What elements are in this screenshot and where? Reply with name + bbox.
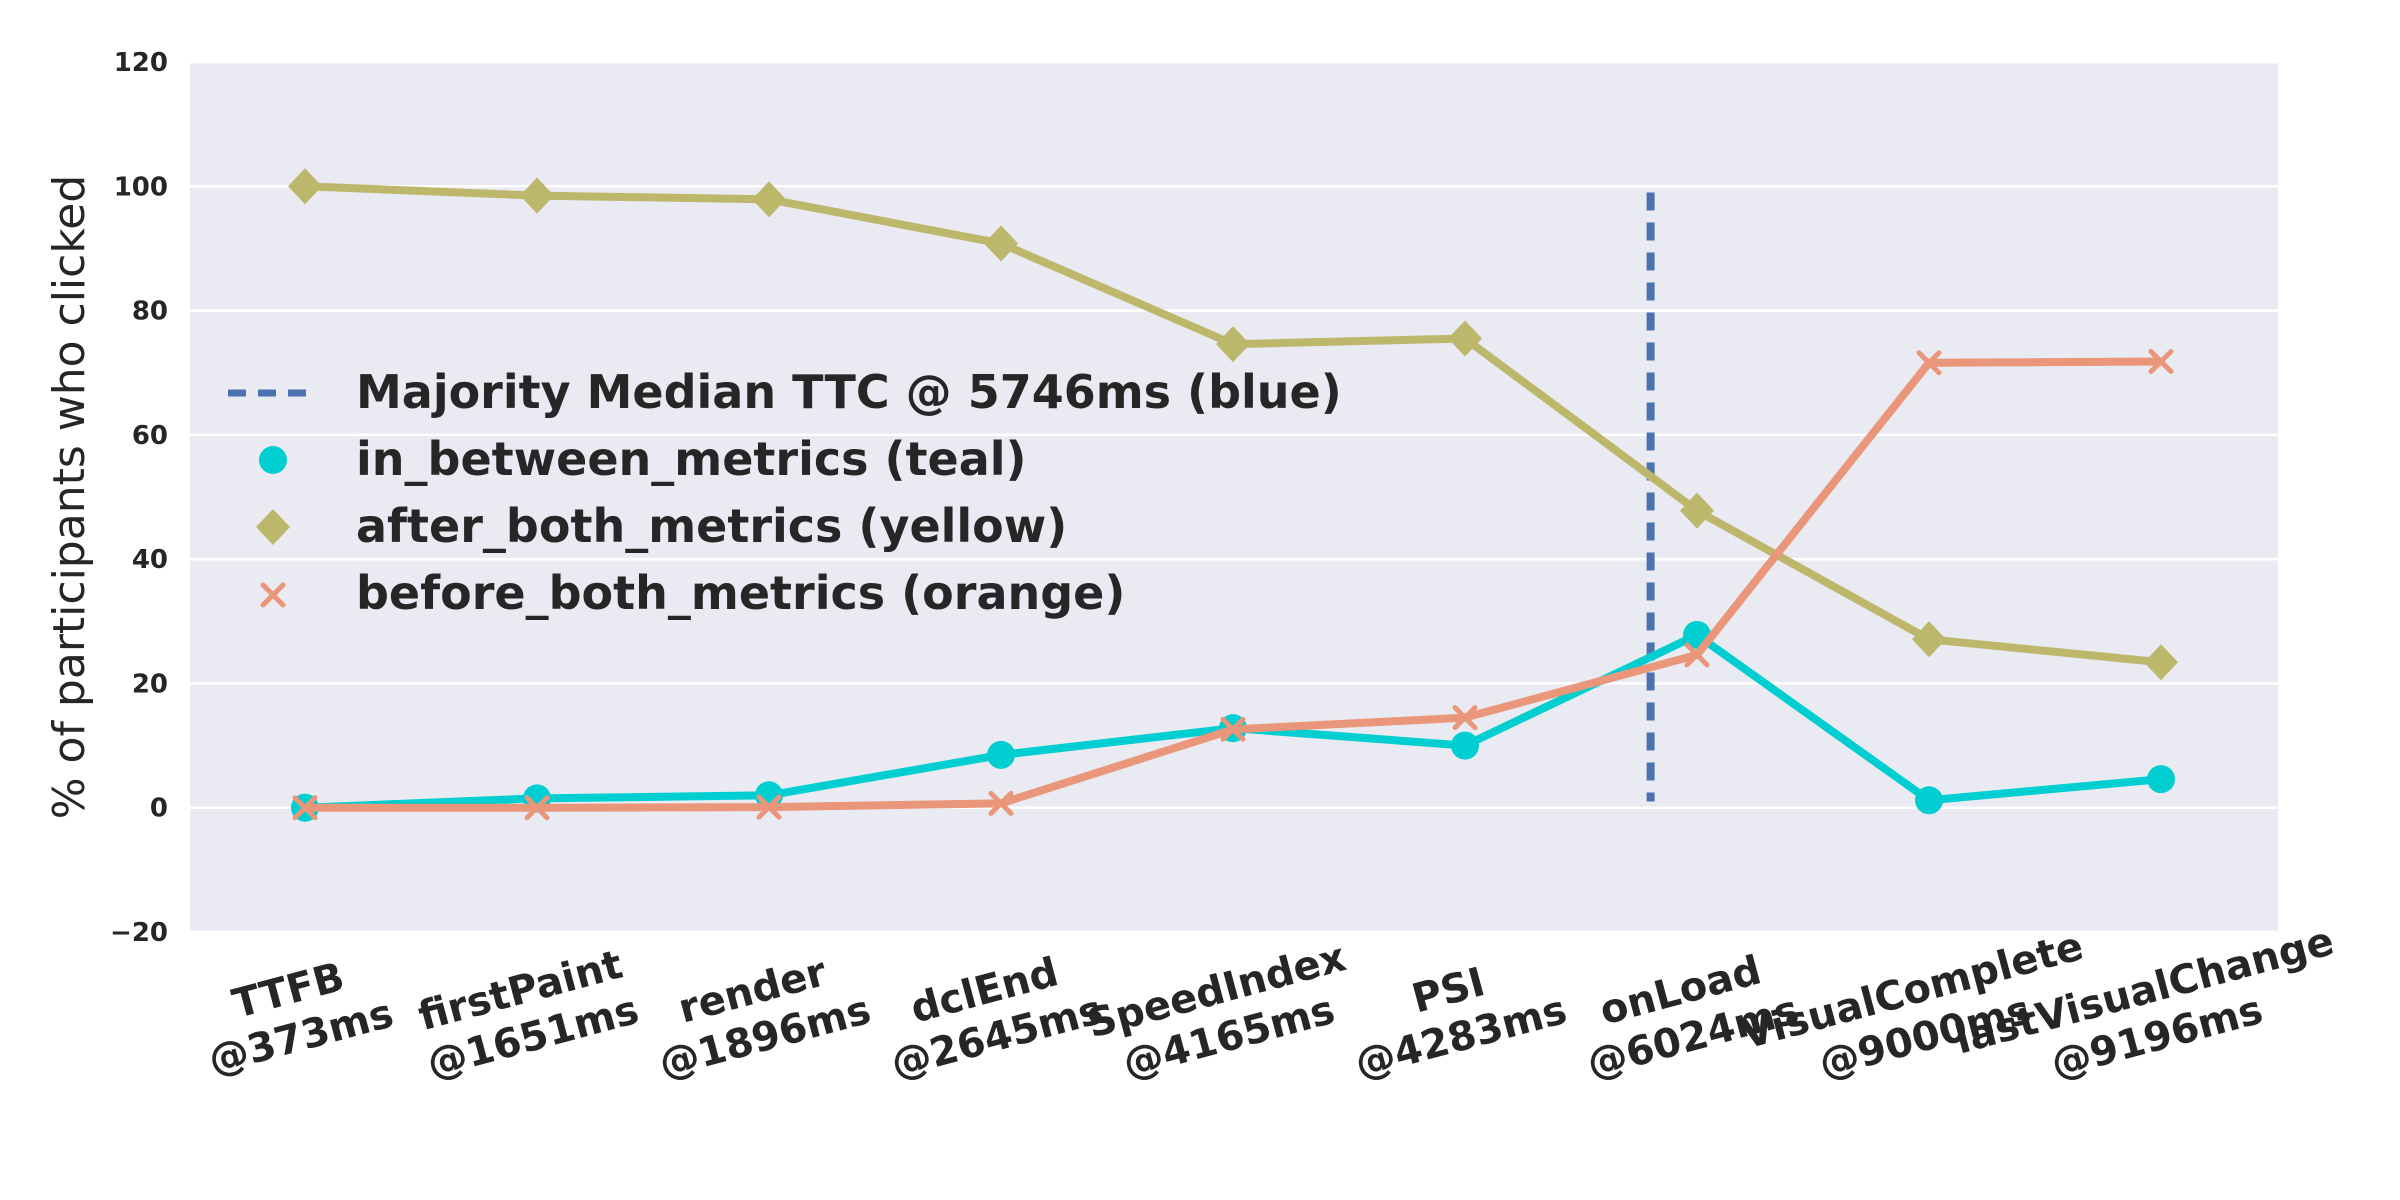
y-tick-label: 60 (132, 421, 168, 451)
data-point (1912, 621, 1946, 658)
y-tick-label: −20 (110, 918, 168, 948)
data-point (292, 795, 318, 821)
data-point (2147, 765, 2175, 794)
data-point (288, 168, 322, 205)
series-group (288, 168, 2178, 822)
x-tick-label: SpeedIndex@4165ms (1082, 934, 1350, 1087)
x-tick-label: TTFB@373ms (204, 954, 398, 1084)
series-1 (288, 168, 2178, 681)
legend-marker-in-between (259, 446, 287, 474)
data-point (752, 181, 786, 218)
legend-marker-after-both (256, 509, 290, 545)
data-point (987, 740, 1015, 769)
data-point (1916, 350, 1942, 376)
legend-label-after-both: after_both_metrics (yellow) (356, 499, 1067, 553)
data-point (1684, 642, 1710, 668)
data-point (756, 794, 782, 820)
data-point (1216, 326, 1250, 363)
y-tick-label: 120 (114, 48, 168, 78)
legend-label-before-both: before_both_metrics (orange) (356, 566, 1125, 620)
x-tick-label: render@1896ms (654, 949, 875, 1087)
y-axis-label: % of participants who clicked (44, 175, 95, 820)
legend-marker-before-both (260, 582, 286, 608)
data-point (984, 225, 1018, 262)
y-tick-label: 0 (150, 794, 168, 824)
y-axis-ticks: −20 0 20 40 60 80 100 120 (110, 48, 168, 948)
data-point (1452, 705, 1478, 731)
data-point (1915, 786, 1943, 815)
x-tick-label: PSI@4283ms (1350, 959, 1571, 1087)
data-point (2144, 644, 2178, 681)
data-point (520, 177, 554, 214)
y-tick-label: 80 (132, 297, 168, 327)
data-point (2148, 349, 2174, 375)
data-point (524, 795, 550, 821)
data-point (1680, 492, 1714, 529)
y-tick-label: 20 (132, 669, 168, 699)
data-point (1220, 716, 1246, 742)
x-tick-label: dclEnd@2645ms (886, 949, 1107, 1087)
legend-label-in-between: in_between_metrics (teal) (356, 432, 1027, 486)
y-tick-label: 40 (132, 545, 168, 575)
legend: Majority Median TTC @ 5746ms (blue) in_b… (228, 365, 1342, 620)
y-tick-label: 100 (114, 172, 168, 202)
x-axis-ticks: TTFB@373ms firstPaint@1651ms render@1896ms… (204, 918, 2339, 1088)
data-point (1451, 731, 1479, 760)
data-point (988, 790, 1014, 816)
data-point (1448, 320, 1482, 357)
series-2 (292, 349, 2174, 821)
x-tick-label: firstPaint@1651ms (414, 942, 644, 1088)
legend-label-median-ttc: Majority Median TTC @ 5746ms (blue) (356, 365, 1342, 419)
